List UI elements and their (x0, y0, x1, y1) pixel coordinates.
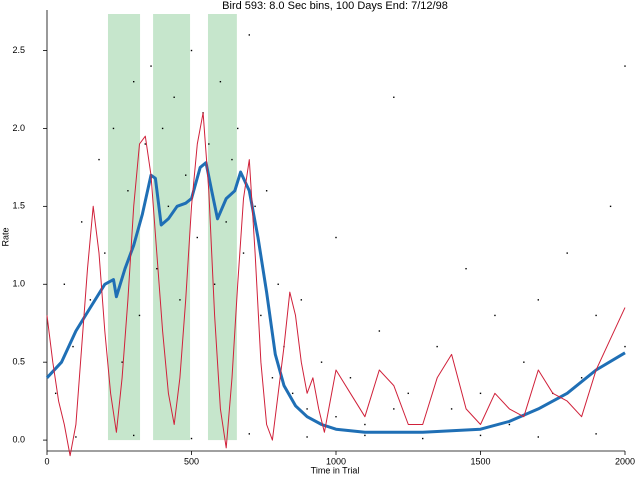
scatter-point (196, 236, 198, 239)
scatter-point (185, 174, 187, 176)
scatter-point (265, 190, 268, 192)
scatter-point (138, 314, 141, 317)
scatter-point (75, 436, 77, 438)
scatter-point (566, 252, 568, 254)
scatter-point (156, 267, 158, 270)
scatter-point (537, 299, 539, 301)
scatter-point (133, 80, 135, 83)
x-tick-label: 0 (44, 456, 49, 466)
scatter-point (364, 423, 366, 426)
scatter-point (479, 434, 482, 437)
scatter-point (595, 314, 597, 317)
scatter-point (393, 96, 395, 98)
y-axis-label: Rate (0, 227, 10, 246)
scatter-point (104, 252, 106, 254)
scatter-point (167, 205, 170, 208)
scatter-point (63, 283, 66, 285)
y-tick-label: 1.5 (12, 201, 25, 211)
scatter-point (144, 143, 146, 145)
scatter-point (213, 283, 216, 285)
line (45, 161, 626, 434)
scatter-point (393, 408, 395, 410)
scatter-point (300, 299, 303, 301)
scatter-point (260, 314, 262, 317)
scatter-point (150, 65, 152, 67)
scatter-point (208, 143, 210, 145)
scatter-point (133, 434, 135, 437)
scatter-point (190, 437, 193, 440)
scatter-point (465, 267, 467, 270)
x-tick-label: 2000 (615, 456, 635, 466)
x-tick-label: 1000 (326, 456, 346, 466)
scatter-point (277, 283, 279, 285)
scatter-point (479, 392, 482, 395)
scatter-point (80, 221, 83, 223)
x-tick-label: 1500 (470, 456, 490, 466)
line (46, 112, 626, 457)
scatter-point (248, 433, 250, 435)
scatter-point (580, 377, 583, 379)
scatter-point (335, 416, 337, 418)
scatter-point (624, 65, 626, 67)
scatter-point (271, 377, 274, 379)
scatter-point (537, 436, 539, 438)
scatter-point (248, 34, 250, 36)
scatter-point (254, 205, 256, 208)
scatter-point (450, 408, 453, 410)
scatter-point (72, 345, 74, 348)
scatter-point (306, 408, 308, 410)
scatter-point (237, 127, 239, 130)
x-tick-label: 500 (184, 456, 199, 466)
scatter-point (121, 361, 123, 363)
y-tick-label: 0.0 (12, 434, 25, 444)
scatter-point (179, 299, 181, 301)
y-tick-label: 2.5 (12, 45, 25, 55)
y-tick-label: 1.0 (12, 279, 25, 289)
x-axis-label: Time in Trial (311, 465, 360, 475)
scatter-point (508, 423, 511, 426)
shaded-region (153, 14, 191, 441)
scatter-point (219, 80, 222, 83)
chart-title: Bird 593: 8.0 Sec bins, 100 Days End: 7/… (222, 0, 448, 12)
scatter-point (242, 252, 245, 254)
scatter-point (173, 96, 175, 98)
scatter-point (407, 392, 409, 395)
scatter-point (89, 299, 92, 301)
scatter-point (595, 433, 597, 435)
scatter-point (112, 127, 115, 130)
scatter-point (190, 49, 193, 52)
scatter-point (624, 345, 626, 348)
scatter-point (54, 392, 57, 395)
scatter-point (127, 190, 129, 192)
y-tick-label: 0.5 (12, 357, 25, 367)
scatter-point (378, 330, 381, 332)
scatter-point (161, 127, 164, 130)
scatter-point (494, 314, 496, 317)
scatter-point (609, 205, 612, 208)
scatter-point (231, 158, 233, 161)
scatter-point (349, 377, 352, 379)
scatter-point (335, 236, 337, 239)
scatter-point (422, 437, 424, 440)
shaded-region (107, 14, 141, 441)
scatter-point (291, 392, 294, 395)
scatter-point (436, 345, 438, 348)
scatter-point (364, 434, 366, 437)
scatter-point (98, 158, 100, 161)
scatter-point (306, 436, 308, 438)
scatter-point (320, 361, 323, 363)
scatter-point (225, 221, 227, 223)
scatter-point (523, 361, 525, 363)
y-tick-label: 2.0 (12, 123, 25, 133)
